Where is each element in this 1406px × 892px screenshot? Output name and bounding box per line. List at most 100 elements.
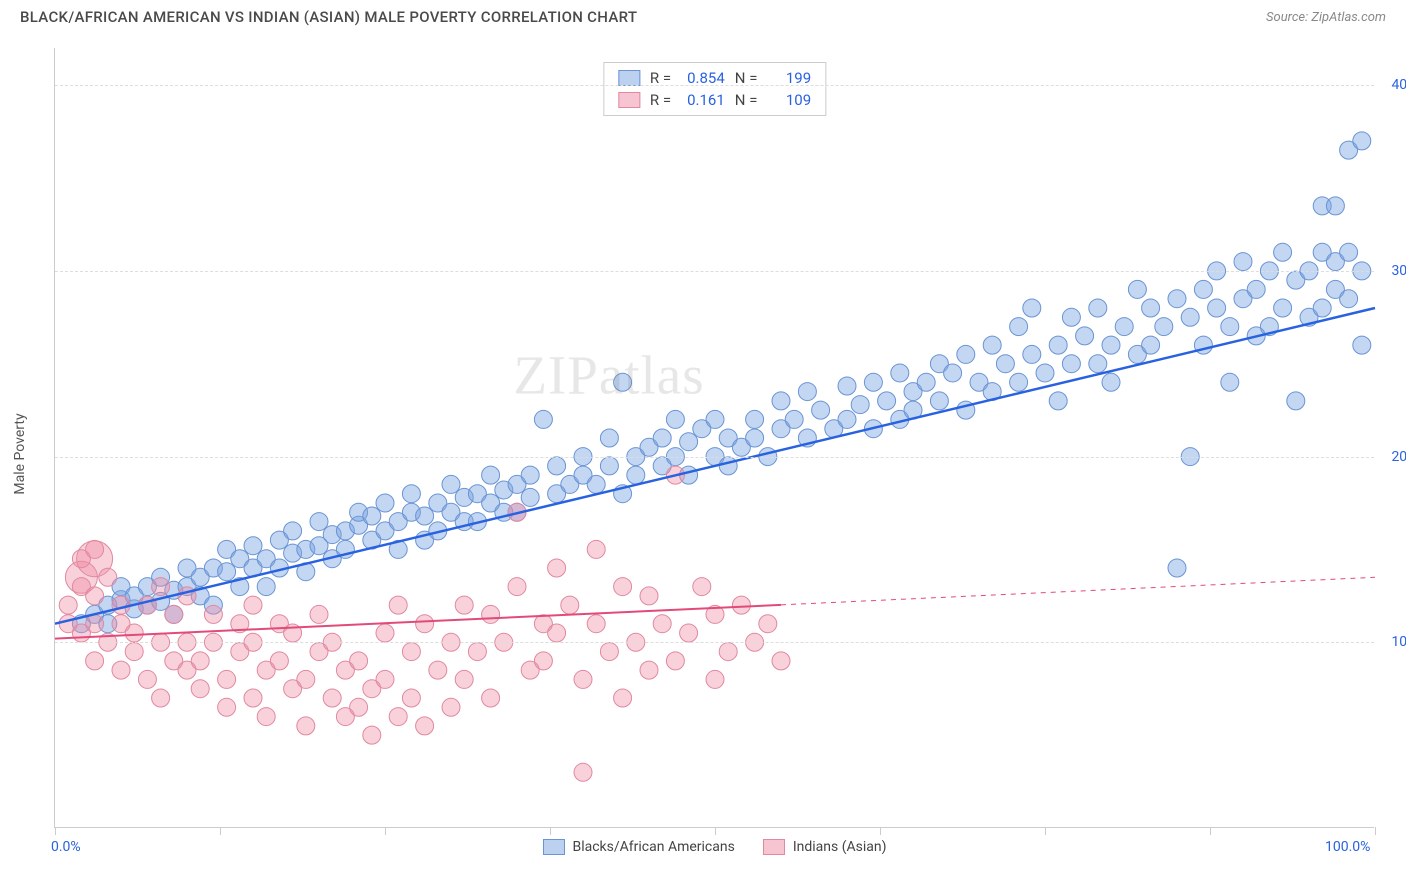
scatter-point-blacks bbox=[1234, 253, 1252, 271]
scatter-point-blacks bbox=[1102, 373, 1120, 391]
scatter-point-blacks bbox=[944, 364, 962, 382]
scatter-point-blacks bbox=[983, 336, 1001, 354]
scatter-point-blacks bbox=[534, 410, 552, 428]
scatter-point-blacks bbox=[1128, 280, 1146, 298]
scatter-point-blacks bbox=[1062, 308, 1080, 326]
scatter-point-indians bbox=[125, 624, 143, 642]
scatter-point-blacks bbox=[1313, 299, 1331, 317]
scatter-point-blacks bbox=[587, 475, 605, 493]
scatter-point-indians bbox=[548, 624, 566, 642]
scatter-point-indians bbox=[389, 708, 407, 726]
x-tick bbox=[55, 827, 56, 835]
x-tick bbox=[715, 827, 716, 835]
scatter-point-indians bbox=[363, 726, 381, 744]
scatter-point-indians bbox=[614, 578, 632, 596]
scatter-point-blacks bbox=[917, 373, 935, 391]
y-tick-label: 30.0% bbox=[1391, 263, 1406, 279]
scatter-point-indians bbox=[732, 596, 750, 614]
scatter-point-blacks bbox=[363, 507, 381, 525]
scatter-point-indians bbox=[165, 605, 183, 623]
scatter-point-indians bbox=[587, 615, 605, 633]
scatter-point-blacks bbox=[772, 392, 790, 410]
scatter-point-indians bbox=[455, 596, 473, 614]
scatter-point-indians bbox=[442, 698, 460, 716]
gridline bbox=[55, 457, 1374, 458]
legend-stat-row: R = 0.161N = 109 bbox=[618, 91, 811, 109]
gridline bbox=[55, 85, 1374, 86]
x-tick bbox=[880, 827, 881, 835]
scatter-point-indians bbox=[350, 652, 368, 670]
scatter-point-indians bbox=[270, 652, 288, 670]
scatter-point-blacks bbox=[482, 466, 500, 484]
scatter-point-blacks bbox=[1287, 392, 1305, 410]
x-tick bbox=[1210, 827, 1211, 835]
scatter-point-blacks bbox=[1049, 336, 1067, 354]
scatter-point-blacks bbox=[930, 392, 948, 410]
scatter-point-indians bbox=[614, 689, 632, 707]
series-legend-item: Indians (Asian) bbox=[763, 839, 887, 855]
scatter-point-blacks bbox=[785, 410, 803, 428]
scatter-point-blacks bbox=[666, 410, 684, 428]
scatter-point-indians bbox=[482, 689, 500, 707]
scatter-point-indians bbox=[86, 540, 104, 558]
scatter-point-indians bbox=[706, 670, 724, 688]
x-tick-label: 100.0% bbox=[1325, 839, 1370, 855]
scatter-point-blacks bbox=[891, 364, 909, 382]
correlation-legend: R = 0.854N = 199R = 0.161N = 109 bbox=[603, 62, 826, 116]
scatter-point-indians bbox=[376, 670, 394, 688]
x-tick bbox=[1375, 827, 1376, 835]
scatter-point-indians bbox=[587, 540, 605, 558]
series-legend-label: Indians (Asian) bbox=[793, 839, 887, 855]
scatter-point-blacks bbox=[1353, 132, 1371, 150]
scatter-point-indians bbox=[574, 763, 592, 781]
scatter-point-blacks bbox=[627, 466, 645, 484]
scatter-point-blacks bbox=[1221, 318, 1239, 336]
chart-header: BLACK/AFRICAN AMERICAN VS INDIAN (ASIAN)… bbox=[0, 0, 1406, 34]
scatter-point-indians bbox=[455, 670, 473, 688]
scatter-point-blacks bbox=[878, 392, 896, 410]
scatter-point-blacks bbox=[746, 429, 764, 447]
scatter-point-indians bbox=[323, 689, 341, 707]
scatter-point-indians bbox=[99, 568, 117, 586]
legend-swatch bbox=[618, 70, 640, 86]
scatter-point-blacks bbox=[1023, 345, 1041, 363]
scatter-point-indians bbox=[350, 698, 368, 716]
scatter-point-blacks bbox=[746, 410, 764, 428]
scatter-point-indians bbox=[759, 615, 777, 633]
scatter-point-indians bbox=[416, 717, 434, 735]
x-tick bbox=[385, 827, 386, 835]
scatter-point-indians bbox=[138, 670, 156, 688]
x-tick bbox=[550, 827, 551, 835]
scatter-point-indians bbox=[402, 689, 420, 707]
scatter-point-indians bbox=[666, 652, 684, 670]
scatter-point-blacks bbox=[719, 457, 737, 475]
scatter-point-indians bbox=[508, 578, 526, 596]
scatter-point-blacks bbox=[1142, 299, 1160, 317]
scatter-point-blacks bbox=[838, 410, 856, 428]
scatter-point-indians bbox=[402, 643, 420, 661]
scatter-point-blacks bbox=[1340, 290, 1358, 308]
scatter-point-indians bbox=[125, 643, 143, 661]
scatter-point-indians bbox=[693, 578, 711, 596]
scatter-point-indians bbox=[86, 652, 104, 670]
scatter-point-indians bbox=[244, 596, 262, 614]
scatter-point-blacks bbox=[996, 355, 1014, 373]
scatter-point-blacks bbox=[957, 345, 975, 363]
scatter-point-blacks bbox=[864, 373, 882, 391]
scatter-point-blacks bbox=[1208, 299, 1226, 317]
gridline bbox=[55, 271, 1374, 272]
scatter-point-indians bbox=[152, 689, 170, 707]
scatter-point-blacks bbox=[1181, 308, 1199, 326]
scatter-point-blacks bbox=[1274, 299, 1292, 317]
scatter-point-indians bbox=[640, 661, 658, 679]
regression-line-dashed-indians bbox=[781, 577, 1375, 605]
scatter-point-blacks bbox=[600, 429, 618, 447]
scatter-point-indians bbox=[112, 661, 130, 679]
scatter-point-indians bbox=[389, 596, 407, 614]
scatter-point-indians bbox=[482, 605, 500, 623]
scatter-point-blacks bbox=[548, 457, 566, 475]
scatter-point-blacks bbox=[653, 429, 671, 447]
y-tick-label: 10.0% bbox=[1391, 634, 1406, 650]
chart-title: BLACK/AFRICAN AMERICAN VS INDIAN (ASIAN)… bbox=[20, 8, 637, 26]
source-attribution: Source: ZipAtlas.com bbox=[1266, 10, 1386, 25]
